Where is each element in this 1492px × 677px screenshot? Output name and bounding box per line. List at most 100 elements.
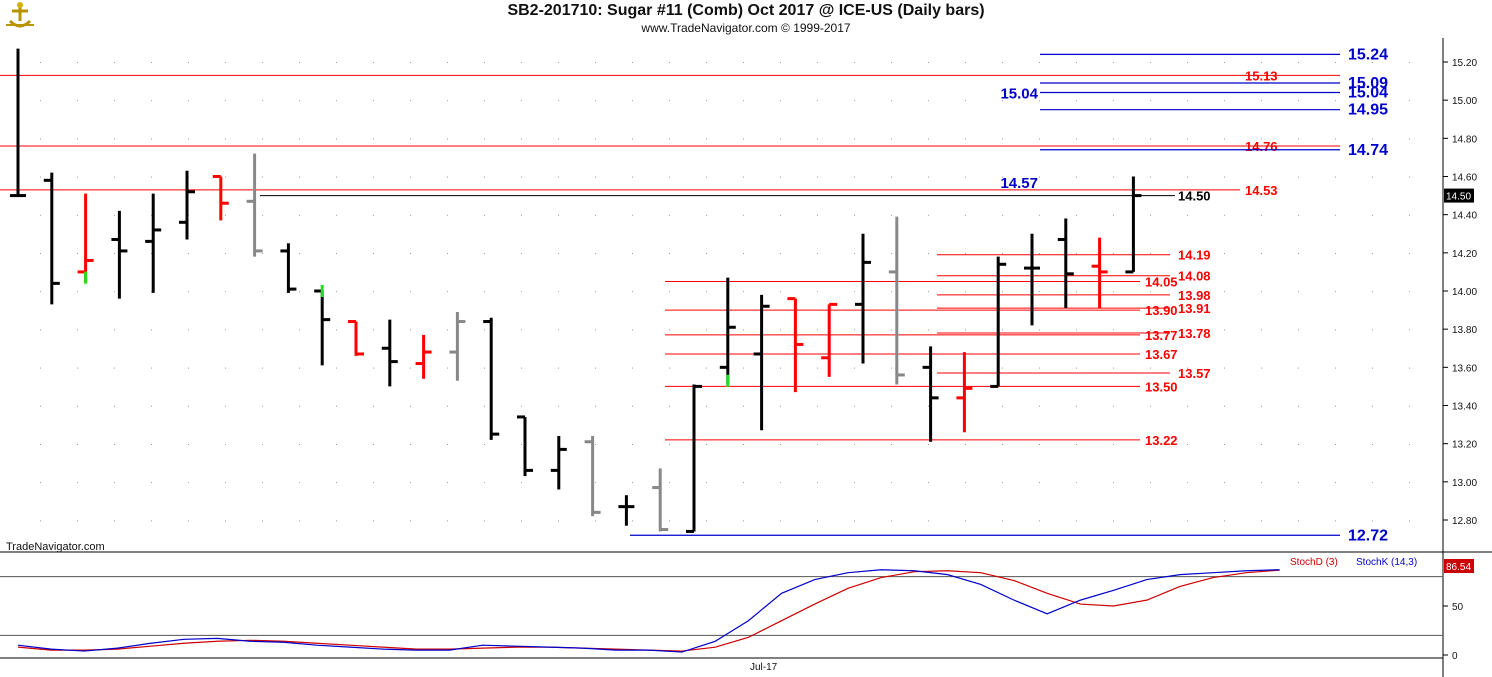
grid-dot — [1076, 253, 1077, 254]
grid-dot — [1076, 520, 1077, 522]
level-label: 13.50 — [1145, 379, 1178, 394]
grid-dot — [114, 253, 115, 254]
price-plot-area — [0, 38, 1443, 553]
grid-dot — [225, 176, 226, 178]
grid-dot — [1002, 329, 1003, 331]
grid-dot — [1002, 520, 1003, 522]
grid-dot — [1298, 329, 1299, 331]
grid-dot — [410, 62, 411, 63]
grid-dot — [114, 176, 115, 178]
grid-dot — [484, 253, 485, 254]
grid-dot — [521, 253, 522, 254]
grid-dot — [743, 62, 744, 63]
grid-dot — [1039, 214, 1040, 216]
grid-dot — [484, 62, 485, 63]
grid-dot — [262, 291, 263, 293]
grid-dot — [891, 329, 892, 331]
grid-dot — [928, 100, 929, 102]
grid-dot — [299, 214, 300, 216]
grid-dot — [521, 367, 522, 369]
grid-dot — [151, 214, 152, 216]
grid-dot — [780, 367, 781, 369]
grid-dot — [706, 100, 707, 102]
grid-dot — [817, 214, 818, 216]
grid-dot — [1002, 367, 1003, 369]
grid-dot — [558, 291, 559, 293]
grid-dot — [1002, 62, 1003, 63]
grid-dot — [188, 100, 189, 102]
grid-dot — [299, 444, 300, 445]
grid-dot — [854, 520, 855, 522]
grid-dot — [299, 100, 300, 102]
grid-dot — [262, 253, 263, 254]
y-tick-label: 15.20 — [1452, 58, 1477, 69]
grid-dot — [151, 405, 152, 407]
grid-dot — [1409, 520, 1410, 522]
grid-dot — [1113, 62, 1114, 63]
grid-dot — [484, 291, 485, 293]
grid-dot — [1224, 329, 1225, 331]
grid-dot — [336, 253, 337, 254]
grid-dot — [1113, 100, 1114, 102]
grid-dot — [336, 62, 337, 63]
grid-dot — [336, 444, 337, 445]
grid-dot — [77, 138, 78, 140]
grid-dot — [447, 253, 448, 254]
grid-dot — [891, 176, 892, 178]
grid-dot — [114, 138, 115, 140]
grid-dot — [225, 482, 226, 484]
grid-dot — [1372, 367, 1373, 369]
grid-dot — [1187, 214, 1188, 216]
grid-dot — [1150, 482, 1151, 484]
grid-dots — [40, 62, 1410, 522]
grid-dot — [373, 367, 374, 369]
grid-dot — [373, 100, 374, 102]
grid-dot — [1150, 62, 1151, 63]
grid-dot — [965, 253, 966, 254]
grid-dot — [1002, 214, 1003, 216]
grid-dot — [669, 444, 670, 445]
grid-dot — [1298, 253, 1299, 254]
grid-dot — [854, 100, 855, 102]
grid-dot — [891, 520, 892, 522]
level-label: 13.78 — [1178, 326, 1211, 341]
grid-dot — [854, 138, 855, 140]
grid-dot — [77, 214, 78, 216]
grid-dot — [188, 62, 189, 63]
grid-dot — [891, 291, 892, 293]
grid-dot — [817, 62, 818, 63]
grid-dot — [965, 444, 966, 445]
grid-dot — [40, 367, 41, 369]
grid-dot — [299, 62, 300, 63]
grid-dot — [151, 482, 152, 484]
grid-dot — [1113, 214, 1114, 216]
grid-dot — [114, 214, 115, 216]
grid-dot — [817, 444, 818, 445]
grid-dot — [558, 138, 559, 140]
grid-dot — [336, 291, 337, 293]
grid-dot — [854, 176, 855, 178]
grid-dot — [188, 291, 189, 293]
grid-dot — [77, 405, 78, 407]
grid-dot — [410, 100, 411, 102]
grid-dot — [262, 214, 263, 216]
grid-dot — [891, 100, 892, 102]
y-tick-label: 14.20 — [1452, 249, 1477, 260]
grid-dot — [77, 253, 78, 254]
grid-dot — [632, 176, 633, 178]
grid-dot — [1150, 253, 1151, 254]
grid-dot — [595, 138, 596, 140]
grid-dot — [1187, 253, 1188, 254]
grid-dot — [373, 444, 374, 445]
grid-dot — [632, 214, 633, 216]
grid-dot — [1372, 482, 1373, 484]
grid-dot — [854, 329, 855, 331]
grid-dot — [521, 176, 522, 178]
grid-dot — [928, 482, 929, 484]
grid-dot — [1261, 520, 1262, 522]
grid-dot — [410, 520, 411, 522]
grid-dot — [521, 444, 522, 445]
grid-dot — [595, 62, 596, 63]
grid-dot — [1039, 291, 1040, 293]
